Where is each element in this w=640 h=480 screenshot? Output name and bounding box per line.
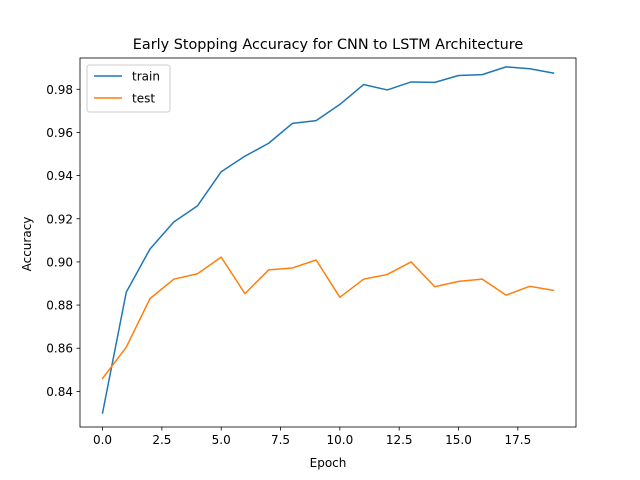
chart-title: Early Stopping Accuracy for CNN to LSTM … (133, 37, 524, 53)
axes-frame (79, 57, 577, 428)
y-tick-label: 0.90 (46, 255, 73, 269)
y-tick-label: 0.96 (46, 126, 73, 140)
y-tick-label: 0.94 (46, 169, 73, 183)
legend-label-train: train (132, 70, 160, 84)
x-tick-label: 5.0 (212, 433, 231, 447)
x-tick-label: 17.5 (504, 433, 531, 447)
y-tick-label: 0.88 (46, 299, 73, 313)
x-tick-label: 12.5 (386, 433, 413, 447)
y-tick-label: 0.86 (46, 342, 73, 356)
plot-area: 0.0 2.5 5.0 7.5 10.0 12.5 15.0 17.5 0.84 0.86 0.88… (46, 57, 577, 447)
y-tick-label: 0.84 (46, 385, 73, 399)
y-tick-label: 0.92 (46, 212, 73, 226)
x-tick-label: 15.0 (445, 433, 472, 447)
x-tick-label: 2.5 (152, 433, 171, 447)
x-tick-label: 10.0 (327, 433, 354, 447)
x-tick-label: 0.0 (93, 433, 112, 447)
legend-label-test: test (132, 92, 155, 106)
legend: train test (86, 64, 171, 113)
y-tick-label: 0.98 (46, 83, 73, 97)
series-line-train (101, 66, 555, 414)
x-tick-label: 7.5 (271, 433, 290, 447)
y-axis-label: Accuracy (20, 217, 34, 272)
series-line-test (101, 256, 555, 380)
x-axis-label: Epoch (310, 456, 347, 470)
